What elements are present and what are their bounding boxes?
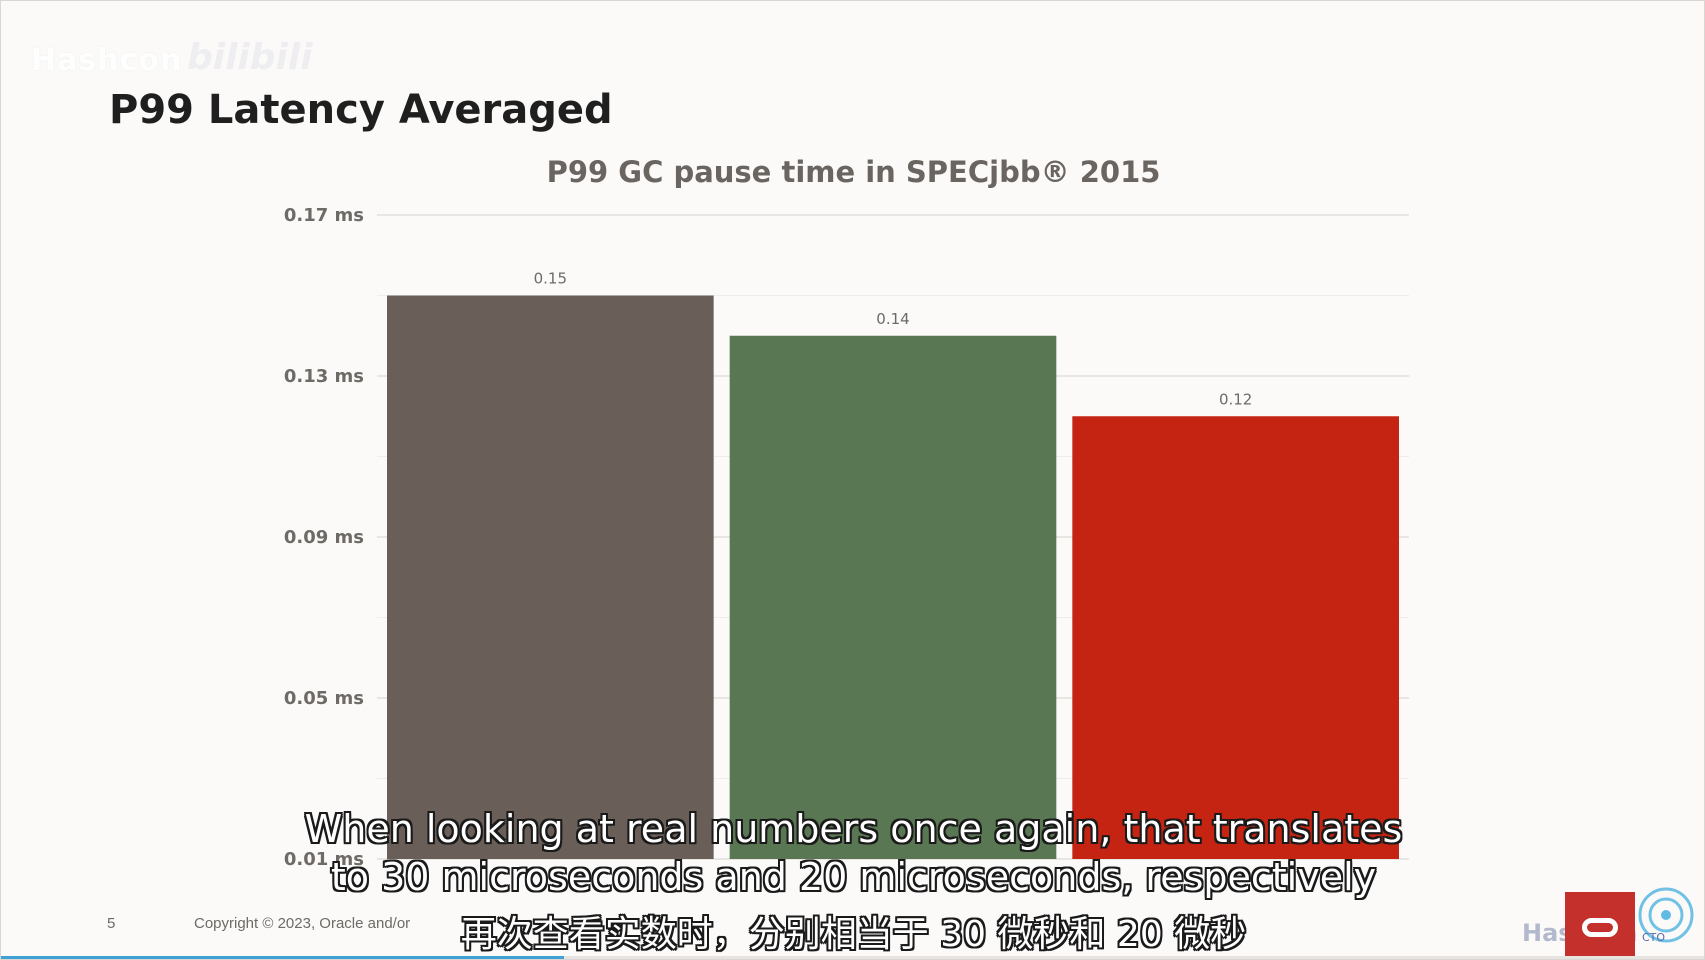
subtitle-line-1: When looking at real numbers once again,… [304,807,1403,851]
subtitle-line-2: to 30 microseconds and 20 microseconds, … [330,855,1377,899]
watermark-text: Hashcon [31,43,183,78]
slide-number: 5 [107,915,116,932]
bar-value-label: 0.15 [534,270,567,288]
video-progress-track[interactable] [1,956,1704,959]
cto-label: CTO [1642,931,1665,944]
watermark-logo: bilibili [187,37,313,78]
bar-value-label: 0.14 [876,310,909,328]
y-tick-label: 0.01 ms [284,849,364,870]
chart-title: P99 GC pause time in SPECjbb® 2015 [546,155,1161,189]
y-tick-label: 0.13 ms [284,366,364,387]
bar-value-label: 0.12 [1219,390,1252,408]
y-tick-label: 0.17 ms [284,205,364,226]
oracle-ring-icon [1582,918,1618,937]
bar-3 [1072,416,1399,859]
copyright-text: Copyright © 2023, Oracle and/or [194,915,411,932]
video-progress-fill [1,956,564,959]
bar-2 [729,335,1057,859]
y-tick-label: 0.09 ms [284,527,364,548]
cto-badge-icon: CTO [1638,887,1694,944]
bar-1 [387,295,714,859]
oracle-logo-icon [1565,892,1635,959]
slide-title: P99 Latency Averaged [109,87,613,133]
subtitle-line-3: 再次查看实数时，分别相当于 30 微秒和 20 微秒 [460,914,1247,955]
y-tick-label: 0.05 ms [284,688,364,709]
